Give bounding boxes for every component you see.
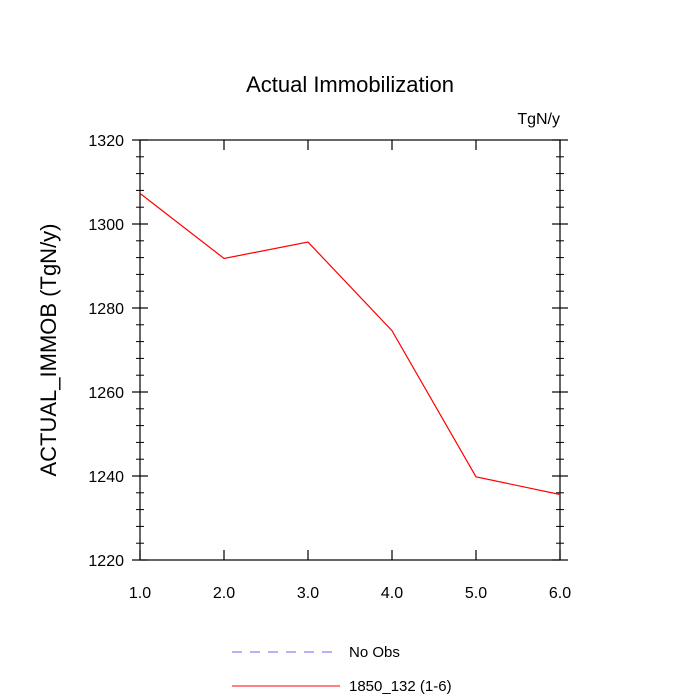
y-tick-label: 1240 — [88, 469, 124, 486]
y-tick-label: 1320 — [88, 133, 124, 150]
series-lines — [139, 192, 561, 496]
y-tick-label: 1260 — [88, 385, 124, 402]
axis-ticks — [132, 139, 568, 561]
series-line-0 — [139, 192, 561, 496]
x-tick-label: 3.0 — [297, 585, 319, 602]
x-tick-label: 2.0 — [213, 585, 235, 602]
y-axis-label: ACTUAL_IMMOB (TgN/y) — [36, 223, 61, 476]
x-tick-label: 6.0 — [549, 585, 571, 602]
axis-tick-labels: 1.0 2.0 3.0 4.0 5.0 6.0 1220 1240 1260 1280 1300 13… — [88, 133, 571, 602]
y-tick-label: 1300 — [88, 217, 124, 234]
y-tick-label: 1220 — [88, 553, 124, 570]
plot-frame — [139, 139, 561, 561]
units-label: TgN/y — [517, 111, 560, 128]
x-tick-label: 4.0 — [381, 585, 403, 602]
chart-title: Actual Immobilization — [246, 72, 454, 97]
legend-label-0: No Obs — [349, 644, 400, 661]
x-tick-label: 5.0 — [465, 585, 487, 602]
x-tick-label: 1.0 — [129, 585, 151, 602]
y-tick-label: 1280 — [88, 301, 124, 318]
legend: No Obs 1850_132 (1-6) — [232, 644, 452, 695]
legend-label-1: 1850_132 (1-6) — [349, 678, 452, 695]
